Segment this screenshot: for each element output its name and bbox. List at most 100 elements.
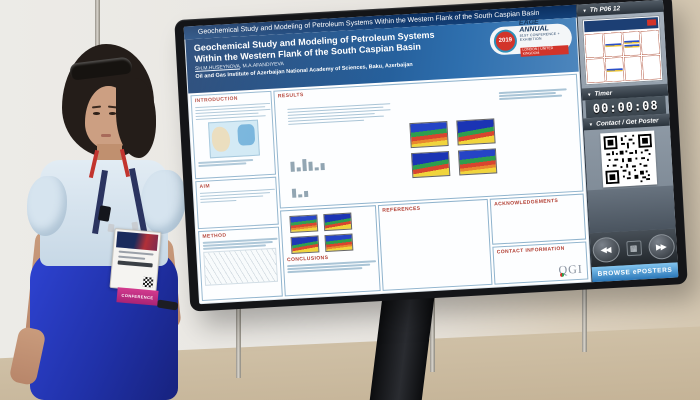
eage-logo-location: LONDON | UNITED KINGDOM (520, 44, 569, 57)
badge-qr-code (142, 276, 154, 288)
thumbnail-cell (624, 56, 643, 81)
poster-bottom-row: CONCLUSIONS REFERENCES (280, 193, 589, 297)
blouse-sleeve-ruffle (27, 176, 67, 236)
mini-figure (623, 43, 640, 48)
acknowledgements-heading: ACKNOWLEDGEMENTS (493, 198, 559, 208)
seismic-section-figure (458, 148, 498, 176)
poster-thumbnail[interactable] (581, 15, 664, 86)
grid-icon: ▦ (629, 243, 638, 253)
poster-right-area: RESULTS (273, 73, 589, 297)
references-panel: REFERENCES (378, 199, 493, 291)
bar (308, 161, 313, 172)
bar (298, 194, 303, 198)
conclusions-seismic-figures (289, 212, 354, 255)
thumbnail-grid (584, 29, 663, 84)
bar (302, 159, 307, 172)
booth-frame-pole (236, 292, 241, 378)
seismic-section-figure (290, 235, 320, 255)
text-line (200, 199, 237, 203)
results-seismic-figures (409, 118, 498, 179)
aim-panel: AIM (195, 176, 280, 229)
eage-logo-text: EAGE ANNUAL 81ST CONFERENCE + EXHIBITION… (519, 17, 569, 60)
thumbnail-cell (603, 32, 622, 57)
badge-name-line (118, 255, 146, 260)
get-poster-qr-code (600, 130, 658, 188)
collapse-arrow-icon: ▼ (582, 7, 587, 13)
poster-body: INTRODUCTION AIM (188, 72, 590, 303)
results-bar-chart (290, 156, 325, 173)
badge-dark-bar (117, 260, 153, 268)
contact-get-poster-label: Contact / Get Poster (595, 116, 659, 128)
poster-navigation: ◀◀ ▦ ▶▶ (589, 228, 678, 268)
seismic-section-figure (411, 151, 451, 179)
bar (320, 163, 325, 171)
conference-badge (109, 228, 162, 292)
bar (292, 188, 297, 198)
eposter-sidebar: ▼ Th P06 12 (576, 0, 679, 283)
previous-poster-button[interactable]: ◀◀ (592, 236, 620, 263)
blouse-sleeve-ruffle (141, 170, 186, 234)
acknowledgements-panel: ACKNOWLEDGEMENTS (489, 193, 587, 245)
mini-figure (604, 42, 621, 47)
person-eye (93, 112, 100, 115)
person-hair (116, 78, 156, 158)
poster-column: Geochemical Study and Modeling of Petrol… (183, 4, 592, 305)
conclusions-block: CONCLUSIONS (284, 250, 379, 275)
next-poster-button[interactable]: ▶▶ (647, 233, 676, 260)
mini-figure (606, 67, 623, 72)
references-heading: REFERENCES (382, 205, 421, 214)
seismic-section-figure (409, 121, 449, 149)
eage-logo-edition: 81ST CONFERENCE + EXHIBITION (519, 31, 560, 42)
session-code-label: Th P06 12 (589, 4, 621, 14)
conclusions-panel: CONCLUSIONS (280, 205, 381, 297)
contact-information-panel: CONTACT INFORMATION QGI (492, 241, 589, 285)
seismic-section-figure (323, 212, 352, 232)
poster: Geochemical Study and Modeling of Petrol… (185, 17, 591, 304)
thumbnail-cell (605, 57, 624, 82)
booth-frame-pole (430, 288, 435, 372)
thumbnail-cell (586, 58, 605, 83)
sidebar-spacer (587, 185, 676, 234)
qr-code-graphic (603, 133, 654, 185)
introduction-panel: INTRODUCTION (190, 90, 277, 180)
bar (297, 167, 301, 172)
collapse-arrow-icon: ▼ (588, 121, 594, 127)
qgi-institute-logo: QGI (558, 261, 584, 278)
person-eye (109, 112, 116, 115)
eposter-screen: Geochemical Study and Modeling of Petrol… (183, 0, 679, 305)
results-text-block (285, 101, 395, 127)
collapse-arrow-icon: ▼ (586, 91, 592, 97)
bar (304, 190, 309, 197)
thumbnail-cell (642, 55, 661, 80)
next-icon: ▶▶ (655, 241, 666, 252)
session-code-header[interactable]: ▼ Th P06 12 (577, 0, 664, 17)
study-area-map-figure (207, 119, 260, 159)
bar (290, 161, 295, 173)
results-bar-chart (292, 185, 309, 198)
seismic-section-figure (324, 233, 354, 253)
thumbnail-cell (641, 30, 660, 55)
badge-artwork (116, 231, 159, 251)
person-lips (101, 134, 111, 137)
eage-year-badge: 2019 (493, 28, 518, 53)
method-sketch-figure (203, 247, 279, 286)
poster-left-column: INTRODUCTION AIM (190, 90, 284, 302)
eage-annual-logo: 2019 EAGE ANNUAL 81ST CONFERENCE + EXHIB… (489, 19, 573, 57)
results-panel: RESULTS (273, 73, 584, 209)
seismic-section-figure (289, 214, 319, 234)
thumbnail-cell (622, 31, 641, 56)
mini-figure (623, 39, 640, 44)
seismic-section-figure (456, 118, 496, 146)
eposter-monitor: Geochemical Study and Modeling of Petrol… (174, 0, 688, 312)
poster-far-right-column: ACKNOWLEDGEMENTS CONTACT INFORMATION QGI (489, 193, 589, 285)
poster-grid-button[interactable]: ▦ (625, 239, 642, 256)
timer-label: Timer (594, 89, 613, 98)
bar (315, 167, 319, 171)
results-text-block (495, 87, 568, 102)
thumbnail-cell (585, 33, 604, 58)
previous-icon: ◀◀ (600, 244, 611, 255)
badge-name-line (118, 250, 154, 256)
contact-information-heading: CONTACT INFORMATION (496, 245, 565, 256)
booth-frame-pole (582, 254, 587, 352)
